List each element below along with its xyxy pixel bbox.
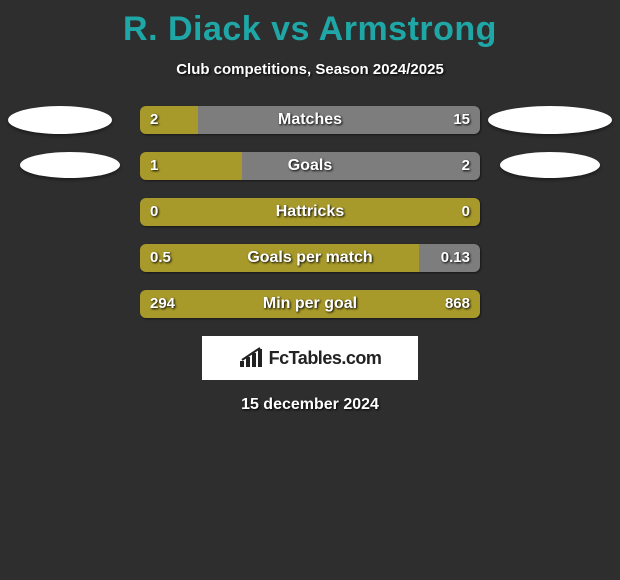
value-left: 294 bbox=[150, 290, 175, 318]
bar-track bbox=[140, 290, 480, 318]
value-right: 0 bbox=[462, 198, 470, 226]
bar-track bbox=[140, 152, 480, 180]
stat-row: 0.5 Goals per match 0.13 bbox=[0, 244, 620, 272]
bar-right bbox=[198, 106, 480, 134]
bar-left bbox=[140, 244, 419, 272]
page-title: R. Diack vs Armstrong bbox=[0, 0, 620, 49]
bar-track bbox=[140, 244, 480, 272]
stat-row: 0 Hattricks 0 bbox=[0, 198, 620, 226]
subtitle: Club competitions, Season 2024/2025 bbox=[0, 61, 620, 78]
stat-row: 294 Min per goal 868 bbox=[0, 290, 620, 318]
bar-left bbox=[140, 290, 480, 318]
logo-text: FcTables.com bbox=[269, 348, 382, 369]
signal-bars-icon bbox=[239, 347, 265, 369]
value-left: 1 bbox=[150, 152, 158, 180]
stat-row: 2 Matches 15 bbox=[0, 106, 620, 134]
date-label: 15 december 2024 bbox=[0, 396, 620, 414]
value-right: 15 bbox=[453, 106, 470, 134]
value-right: 0.13 bbox=[441, 244, 470, 272]
value-left: 2 bbox=[150, 106, 158, 134]
bar-track bbox=[140, 106, 480, 134]
bar-left bbox=[140, 106, 198, 134]
value-left: 0 bbox=[150, 198, 158, 226]
value-right: 2 bbox=[462, 152, 470, 180]
comparison-chart: 2 Matches 15 1 Goals 2 0 Hattricks 0 0.5… bbox=[0, 106, 620, 318]
stat-row: 1 Goals 2 bbox=[0, 152, 620, 180]
bar-track bbox=[140, 198, 480, 226]
bar-right bbox=[242, 152, 480, 180]
fctables-logo: FcTables.com bbox=[202, 336, 418, 380]
value-left: 0.5 bbox=[150, 244, 171, 272]
value-right: 868 bbox=[445, 290, 470, 318]
bar-left bbox=[140, 198, 480, 226]
